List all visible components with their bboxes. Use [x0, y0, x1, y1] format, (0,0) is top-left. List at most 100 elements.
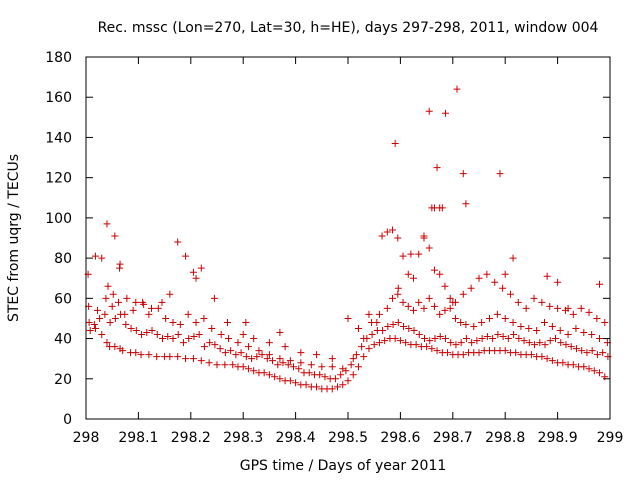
- y-tick-label: 140: [45, 130, 72, 146]
- x-tick-label: 298.5: [328, 430, 368, 446]
- data-point: [213, 361, 221, 369]
- data-point: [290, 363, 298, 371]
- data-point: [457, 339, 465, 347]
- data-point: [590, 367, 598, 375]
- data-point: [140, 300, 148, 308]
- data-point: [344, 314, 352, 322]
- data-point: [276, 355, 284, 363]
- data-point: [184, 310, 192, 318]
- data-point: [328, 385, 336, 393]
- data-point: [276, 329, 284, 337]
- data-point: [569, 361, 577, 369]
- data-point: [206, 339, 214, 347]
- data-point: [378, 232, 386, 240]
- data-point: [572, 345, 580, 353]
- data-point: [530, 294, 538, 302]
- data-point: [182, 252, 190, 260]
- data-point: [548, 322, 556, 330]
- y-tick-label: 60: [54, 291, 72, 307]
- data-point: [153, 353, 161, 361]
- data-point: [334, 383, 342, 391]
- data-point: [583, 349, 591, 357]
- data-point: [200, 343, 208, 351]
- data-point: [195, 331, 203, 339]
- data-point: [169, 335, 177, 343]
- data-point: [577, 304, 585, 312]
- data-point: [557, 339, 565, 347]
- data-point: [394, 234, 402, 242]
- y-tick-label: 100: [45, 211, 72, 227]
- data-point: [379, 327, 387, 335]
- data-point: [106, 318, 114, 326]
- data-point: [596, 369, 604, 377]
- data-point: [520, 337, 528, 345]
- data-point: [242, 353, 250, 361]
- data-point: [509, 254, 517, 262]
- data-point: [402, 339, 410, 347]
- data-point: [430, 302, 438, 310]
- y-axis-label: STEC from uqrg / TECUs: [6, 154, 22, 322]
- data-point: [569, 310, 577, 318]
- data-point: [94, 306, 102, 314]
- data-point: [428, 345, 436, 353]
- data-point: [441, 306, 449, 314]
- data-point: [174, 238, 182, 246]
- axis-ticks: 0 20 40 60 80 100 120 140 160 180 298 298.1 298.2 298…: [45, 50, 623, 446]
- data-point: [137, 351, 145, 359]
- data-point: [265, 371, 273, 379]
- data-point: [527, 351, 535, 359]
- data-point: [546, 302, 554, 310]
- data-point: [567, 343, 575, 351]
- data-point: [420, 232, 428, 240]
- data-point: [148, 327, 156, 335]
- data-point: [441, 109, 449, 117]
- data-point: [588, 331, 596, 339]
- data-point: [250, 367, 258, 375]
- data-point: [548, 357, 556, 365]
- data-point: [153, 331, 161, 339]
- data-point: [221, 349, 229, 357]
- data-point: [269, 357, 277, 365]
- data-point: [538, 298, 546, 306]
- data-point: [169, 318, 177, 326]
- data-point: [559, 359, 567, 367]
- data-point: [159, 335, 167, 343]
- data-point: [546, 337, 554, 345]
- data-point: [459, 351, 467, 359]
- data-point: [103, 220, 111, 228]
- data-point: [179, 339, 187, 347]
- data-point: [121, 310, 129, 318]
- data-point: [91, 252, 99, 260]
- data-point: [197, 357, 205, 365]
- data-point: [578, 347, 586, 355]
- data-point: [96, 314, 104, 322]
- data-point: [522, 304, 530, 312]
- data-point: [98, 254, 106, 262]
- data-point: [396, 337, 404, 345]
- data-point: [145, 310, 153, 318]
- data-point: [352, 351, 360, 359]
- data-point: [307, 361, 315, 369]
- data-point: [365, 310, 373, 318]
- data-point: [360, 335, 368, 343]
- data-point: [441, 282, 449, 290]
- data-point: [383, 228, 391, 236]
- data-point: [415, 331, 423, 339]
- data-point: [208, 325, 216, 332]
- data-point: [423, 343, 431, 351]
- data-point: [517, 322, 525, 330]
- data-point: [389, 226, 397, 234]
- data-point: [271, 373, 279, 381]
- data-point: [132, 298, 140, 306]
- data-point: [446, 304, 454, 312]
- data-point: [162, 314, 170, 322]
- data-point: [596, 335, 604, 343]
- data-point: [601, 373, 609, 381]
- data-point: [462, 335, 470, 343]
- data-point: [543, 355, 551, 363]
- data-point: [258, 351, 266, 359]
- data-point: [512, 349, 520, 357]
- data-point: [116, 260, 124, 268]
- data-point: [391, 139, 399, 147]
- data-point: [541, 318, 548, 326]
